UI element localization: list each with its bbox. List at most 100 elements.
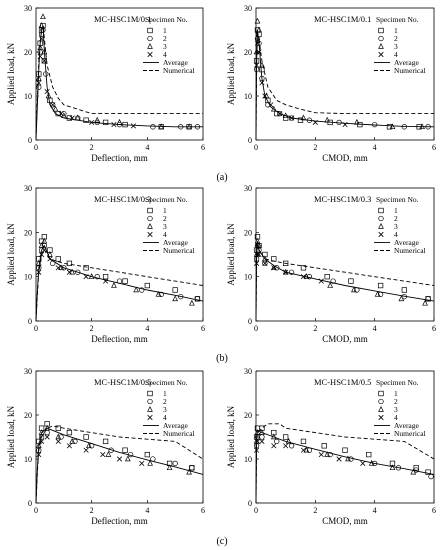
legend-marker bbox=[378, 27, 384, 34]
y-tick-label: 30 bbox=[244, 367, 252, 376]
y-tick-label: 10 bbox=[24, 273, 32, 282]
series-average bbox=[35, 427, 204, 504]
legend-marker bbox=[378, 406, 384, 412]
data-point bbox=[133, 286, 140, 293]
data-point bbox=[386, 124, 393, 130]
y-tick-label: 0 bbox=[248, 499, 252, 508]
data-point bbox=[36, 80, 42, 86]
series-numerical bbox=[35, 425, 204, 504]
data-point bbox=[366, 451, 372, 458]
data-point bbox=[189, 465, 195, 471]
numerical-line bbox=[255, 423, 435, 504]
data-point bbox=[172, 460, 178, 467]
y-axis-label: Applied load, kN bbox=[226, 42, 236, 105]
legend-title: Specimen No. bbox=[145, 15, 188, 24]
data-point bbox=[66, 260, 73, 267]
data-point bbox=[36, 84, 42, 90]
data-point bbox=[139, 460, 145, 466]
data-point bbox=[259, 434, 265, 440]
data-point bbox=[288, 269, 295, 275]
legend-label: Numerical bbox=[394, 429, 426, 438]
data-point bbox=[428, 473, 434, 480]
legend-label: Average bbox=[163, 421, 189, 430]
data-point bbox=[389, 123, 396, 130]
legend-label: 1 bbox=[163, 26, 167, 35]
legend-label: Numerical bbox=[163, 246, 195, 255]
data-point bbox=[283, 434, 289, 440]
legend-label: Average bbox=[163, 58, 189, 67]
data-point bbox=[389, 464, 396, 471]
y-tick-label: 20 bbox=[24, 411, 32, 420]
legend-marker bbox=[147, 231, 153, 238]
data-point bbox=[277, 110, 283, 117]
chart-a-left: 0 2 4 6 0 10 20 30 Deflection, mm Applied load, k… bbox=[6, 4, 205, 163]
data-point bbox=[300, 447, 307, 453]
legend-label: Numerical bbox=[394, 246, 426, 255]
y-tick-label: 0 bbox=[248, 317, 252, 326]
data-point bbox=[147, 459, 153, 466]
legend-label: 3 bbox=[394, 405, 398, 414]
legend-marker bbox=[147, 223, 153, 229]
legend-marker bbox=[378, 398, 384, 405]
data-point bbox=[111, 282, 117, 288]
legend-label: Numerical bbox=[163, 66, 195, 75]
y-tick-label: 30 bbox=[244, 184, 252, 193]
y-tick-label: 20 bbox=[24, 228, 32, 237]
data-point bbox=[86, 442, 92, 449]
legend-label: 1 bbox=[163, 389, 167, 398]
data-point bbox=[254, 438, 261, 444]
data-point bbox=[189, 299, 195, 306]
data-point bbox=[37, 53, 43, 59]
legend-marker bbox=[147, 51, 153, 58]
data-point bbox=[303, 446, 310, 453]
data-point bbox=[398, 295, 405, 302]
data-point bbox=[422, 299, 428, 306]
data-point bbox=[124, 455, 131, 462]
y-tick-label: 10 bbox=[244, 455, 252, 464]
legend-marker bbox=[378, 207, 384, 214]
x-tick-label: 4 bbox=[145, 143, 149, 152]
numerical-line bbox=[255, 245, 435, 322]
legend-marker bbox=[378, 231, 384, 238]
numerical-line bbox=[255, 34, 434, 141]
legend-label: 3 bbox=[394, 42, 398, 51]
panel-label: (b) bbox=[216, 353, 228, 364]
x-tick-label: 0 bbox=[254, 143, 258, 152]
legend-label: Average bbox=[163, 238, 189, 247]
x-tick-label: 6 bbox=[201, 506, 205, 515]
legend-label: 2 bbox=[394, 397, 398, 406]
chart-c-right: 0 2 4 6 0 10 20 30 CMOD, mm Applied load, kN MC-HS… bbox=[226, 367, 436, 526]
data-point bbox=[158, 291, 164, 298]
data-point bbox=[288, 443, 295, 449]
data-point bbox=[194, 296, 201, 302]
y-axis-label: Applied load, kN bbox=[6, 223, 16, 286]
y-tick-label: 10 bbox=[244, 273, 252, 282]
x-tick-label: 6 bbox=[201, 324, 205, 333]
data-point bbox=[69, 268, 76, 275]
y-tick-label: 0 bbox=[28, 136, 32, 145]
x-tick-label: 2 bbox=[313, 506, 317, 515]
data-point bbox=[327, 282, 334, 288]
x-axis-label: CMOD, mm bbox=[322, 516, 368, 526]
series-4 bbox=[36, 434, 145, 466]
data-point bbox=[283, 443, 289, 449]
legend-marker bbox=[378, 414, 384, 421]
data-point bbox=[274, 438, 280, 445]
data-point bbox=[351, 286, 357, 293]
series-average bbox=[255, 429, 435, 504]
data-point bbox=[69, 437, 76, 444]
data-point bbox=[401, 287, 407, 293]
legend-label: Average bbox=[394, 58, 420, 67]
x-tick-label: 6 bbox=[432, 506, 436, 515]
data-point bbox=[330, 278, 336, 284]
data-point bbox=[336, 456, 342, 462]
data-point bbox=[44, 89, 50, 95]
data-point bbox=[318, 452, 324, 458]
data-point bbox=[342, 447, 348, 453]
legend-title: Specimen No. bbox=[376, 195, 419, 204]
data-point bbox=[413, 467, 419, 473]
